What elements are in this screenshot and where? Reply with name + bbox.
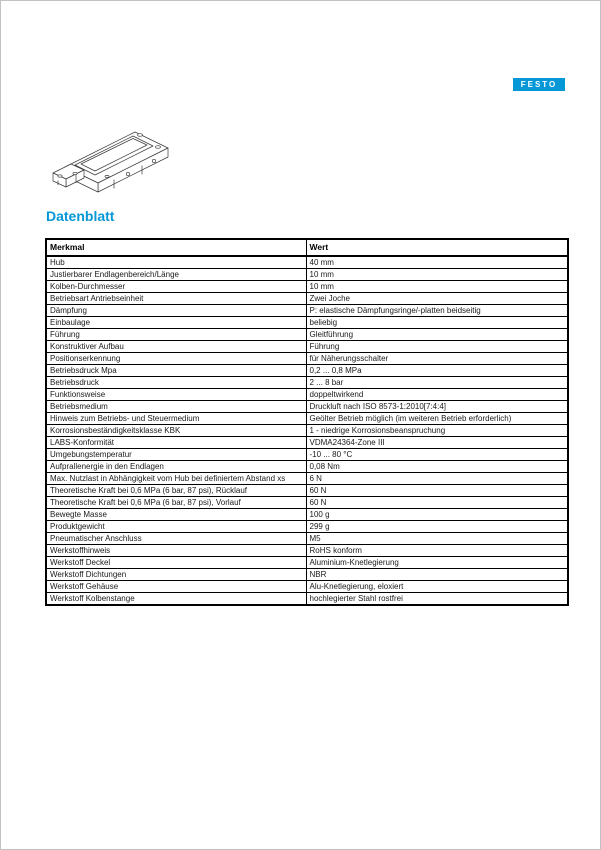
table-row: Werkstoff Kolbenstange hochlegierter Stah… — [45, 592, 569, 606]
merkmal-cell: Einbaulage — [45, 316, 307, 329]
spec-table-header-row: Merkmal Wert — [45, 238, 569, 257]
table-row: Korrosionsbeständigkeitsklasse KBK 1 - ni… — [45, 424, 569, 437]
wert-cell: 10 mm — [305, 268, 569, 281]
table-row: Dämpfung P: elastische Dämpfungsringe/-pl… — [45, 304, 569, 317]
table-row: Theoretische Kraft bei 0,6 MPa (6 bar, 8… — [45, 484, 569, 497]
wert-cell: Druckluft nach ISO 8573-1:2010[7:4:4] — [305, 400, 569, 413]
merkmal-cell: Kolben-Durchmesser — [45, 280, 307, 293]
wert-cell: für Näherungsschalter — [305, 352, 569, 365]
wert-cell: doppeltwirkend — [305, 388, 569, 401]
table-row: Hub 40 mm — [45, 255, 569, 269]
merkmal-cell: Hinweis zum Betriebs- und Steuermedium — [45, 412, 307, 425]
wert-cell: beliebig — [305, 316, 569, 329]
merkmal-cell: LABS-Konformität — [45, 436, 307, 449]
merkmal-cell: Umgebungstemperatur — [45, 448, 307, 461]
wert-cell: 2 ... 8 bar — [305, 376, 569, 389]
table-row: Produktgewicht 299 g — [45, 520, 569, 533]
merkmal-cell: Betriebsmedium — [45, 400, 307, 413]
wert-cell: Geölter Betrieb möglich (im weiteren Bet… — [305, 412, 569, 425]
wert-cell: 299 g — [305, 520, 569, 533]
wert-cell: hochlegierter Stahl rostfrei — [305, 592, 569, 606]
spec-table-body: Hub 40 mm Justierbarer Endlagenbereich/Län… — [45, 255, 569, 606]
table-row: Betriebsart Antriebseinheit Zwei Joche — [45, 292, 569, 305]
merkmal-cell: Justierbarer Endlagenbereich/Länge — [45, 268, 307, 281]
table-row: Werkstoff Deckel Aluminium-Knetlegierung — [45, 556, 569, 569]
merkmal-cell: Betriebsdruck — [45, 376, 307, 389]
table-row: Hinweis zum Betriebs- und Steuermedium Ge… — [45, 412, 569, 425]
wert-cell: Zwei Joche — [305, 292, 569, 305]
wert-cell: 0,08 Nm — [305, 460, 569, 473]
table-row: Max. Nutzlast in Abhängigkeit vom Hub be… — [45, 472, 569, 485]
column-header-wert: Wert — [305, 238, 569, 257]
wert-cell: Gleitführung — [305, 328, 569, 341]
table-row: Werkstoff Dichtungen NBR — [45, 568, 569, 581]
wert-cell: Führung — [305, 340, 569, 353]
table-row: Betriebsdruck Mpa 0,2 ... 0,8 MPa — [45, 364, 569, 377]
table-row: Kolben-Durchmesser 10 mm — [45, 280, 569, 293]
table-row: Funktionsweise doppeltwirkend — [45, 388, 569, 401]
festo-logo: FESTO — [513, 78, 565, 91]
table-row: Justierbarer Endlagenbereich/Länge 10 mm — [45, 268, 569, 281]
merkmal-cell: Betriebsdruck Mpa — [45, 364, 307, 377]
merkmal-cell: Max. Nutzlast in Abhängigkeit vom Hub be… — [45, 472, 307, 485]
merkmal-cell: Werkstoff Kolbenstange — [45, 592, 307, 606]
wert-cell: VDMA24364-Zone III — [305, 436, 569, 449]
merkmal-cell: Positionserkennung — [45, 352, 307, 365]
wert-cell: 60 N — [305, 496, 569, 509]
merkmal-cell: Dämpfung — [45, 304, 307, 317]
merkmal-cell: Produktgewicht — [45, 520, 307, 533]
merkmal-cell: Funktionsweise — [45, 388, 307, 401]
merkmal-cell: Führung — [45, 328, 307, 341]
table-row: Werkstoffhinweis RoHS konform — [45, 544, 569, 557]
spec-table: Merkmal Wert Hub 40 mm Justierbarer Endlag… — [45, 238, 569, 606]
wert-cell: 1 - niedrige Korrosionsbeanspruchung — [305, 424, 569, 437]
wert-cell: RoHS konform — [305, 544, 569, 557]
merkmal-cell: Werkstoff Dichtungen — [45, 568, 307, 581]
table-row: Betriebsdruck 2 ... 8 bar — [45, 376, 569, 389]
merkmal-cell: Werkstoff Deckel — [45, 556, 307, 569]
merkmal-cell: Betriebsart Antriebseinheit — [45, 292, 307, 305]
table-row: Positionserkennung für Näherungsschalter — [45, 352, 569, 365]
merkmal-cell: Theoretische Kraft bei 0,6 MPa (6 bar, 8… — [45, 496, 307, 509]
wert-cell: 0,2 ... 0,8 MPa — [305, 364, 569, 377]
wert-cell: P: elastische Dämpfungsringe/-platten be… — [305, 304, 569, 317]
wert-cell: 6 N — [305, 472, 569, 485]
table-row: Pneumatischer Anschluss M5 — [45, 532, 569, 545]
merkmal-cell: Pneumatischer Anschluss — [45, 532, 307, 545]
merkmal-cell: Korrosionsbeständigkeitsklasse KBK — [45, 424, 307, 437]
table-row: Umgebungstemperatur -10 ... 80 °C — [45, 448, 569, 461]
wert-cell: 60 N — [305, 484, 569, 497]
table-row: Konstruktiver Aufbau Führung — [45, 340, 569, 353]
merkmal-cell: Hub — [45, 255, 307, 269]
merkmal-cell: Theoretische Kraft bei 0,6 MPa (6 bar, 8… — [45, 484, 307, 497]
table-row: Aufprallenergie in den Endlagen 0,08 Nm — [45, 460, 569, 473]
section-title: Datenblatt — [46, 208, 115, 224]
wert-cell: NBR — [305, 568, 569, 581]
wert-cell: -10 ... 80 °C — [305, 448, 569, 461]
merkmal-cell: Konstruktiver Aufbau — [45, 340, 307, 353]
table-row: Bewegte Masse 100 g — [45, 508, 569, 521]
table-row: Einbaulage beliebig — [45, 316, 569, 329]
festo-logo-text: FESTO — [520, 79, 558, 89]
merkmal-cell: Aufprallenergie in den Endlagen — [45, 460, 307, 473]
merkmal-cell: Werkstoffhinweis — [45, 544, 307, 557]
wert-cell: M5 — [305, 532, 569, 545]
product-isometric-drawing-icon — [52, 131, 169, 193]
table-row: Führung Gleitführung — [45, 328, 569, 341]
wert-cell: 40 mm — [305, 255, 569, 269]
wert-cell: 100 g — [305, 508, 569, 521]
wert-cell: Aluminium-Knetlegierung — [305, 556, 569, 569]
table-row: Werkstoff Gehäuse Alu-Knetlegierung, elox… — [45, 580, 569, 593]
column-header-merkmal: Merkmal — [45, 238, 307, 257]
merkmal-cell: Werkstoff Gehäuse — [45, 580, 307, 593]
wert-cell: Alu-Knetlegierung, eloxiert — [305, 580, 569, 593]
table-row: Theoretische Kraft bei 0,6 MPa (6 bar, 8… — [45, 496, 569, 509]
wert-cell: 10 mm — [305, 280, 569, 293]
table-row: LABS-Konformität VDMA24364-Zone III — [45, 436, 569, 449]
table-row: Betriebsmedium Druckluft nach ISO 8573-1:… — [45, 400, 569, 413]
merkmal-cell: Bewegte Masse — [45, 508, 307, 521]
